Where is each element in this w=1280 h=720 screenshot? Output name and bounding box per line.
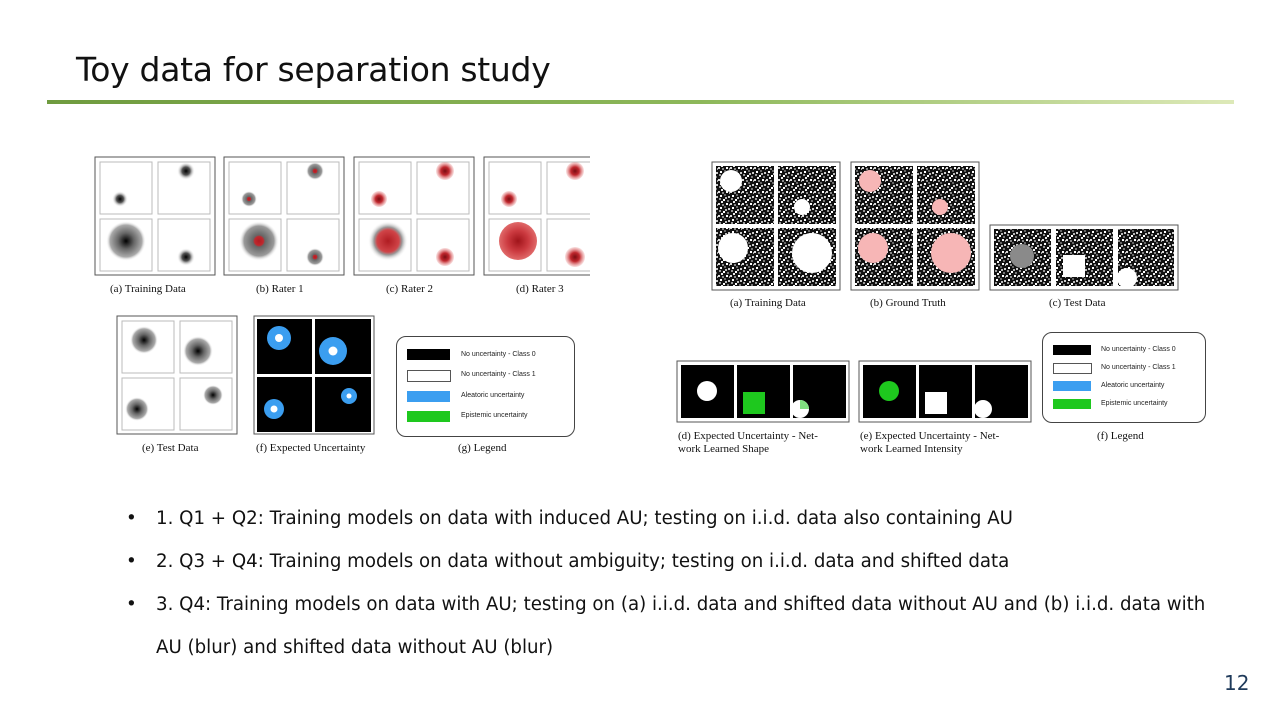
panel-rc-test bbox=[989, 224, 1179, 291]
bullet-list: • 1. Q1 + Q2: Training models on data wit… bbox=[126, 497, 1226, 669]
left-legend-class1: No uncertainty - Class 1 bbox=[461, 371, 536, 378]
caption-left-e: (e) Test Data bbox=[142, 442, 199, 454]
left-figure bbox=[94, 156, 590, 435]
caption-right-a: (a) Training Data bbox=[730, 297, 806, 309]
left-legend-epistemic: Epistemic uncertainty bbox=[461, 412, 528, 419]
right-legend: No uncertainty - Class 0 No uncertainty … bbox=[1042, 332, 1206, 423]
left-legend-aleatoric: Aleatoric uncertainty bbox=[461, 392, 525, 399]
caption-right-c: (c) Test Data bbox=[1049, 297, 1106, 309]
bullet-dot-icon: • bbox=[126, 594, 137, 615]
bullet-item: • 1. Q1 + Q2: Training models on data wit… bbox=[126, 497, 1226, 540]
caption-left-g: (g) Legend bbox=[458, 442, 507, 454]
title-divider bbox=[47, 100, 1234, 104]
panel-f-expected-uncertainty bbox=[253, 315, 375, 435]
panel-e-test bbox=[116, 315, 238, 435]
left-legend-class0: No uncertainty - Class 0 bbox=[461, 351, 536, 358]
bullet-dot-icon: • bbox=[126, 508, 137, 529]
bullet-text: 2. Q3 + Q4: Training models on data with… bbox=[156, 551, 1010, 572]
caption-left-a: (a) Training Data bbox=[110, 283, 186, 295]
bullet-dot-icon: • bbox=[126, 551, 137, 572]
bullet-item: • 2. Q3 + Q4: Training models on data wit… bbox=[126, 540, 1226, 583]
right-legend-aleatoric: Aleatoric uncertainty bbox=[1101, 382, 1165, 389]
panel-a-training bbox=[94, 156, 216, 276]
bullet-text: 1. Q1 + Q2: Training models on data with… bbox=[156, 508, 1013, 529]
caption-left-d: (d) Rater 3 bbox=[516, 283, 564, 295]
page-number: 12 bbox=[1224, 671, 1250, 695]
right-legend-class1: No uncertainty - Class 1 bbox=[1101, 364, 1176, 371]
panel-re-learned-intensity bbox=[858, 360, 1032, 423]
left-legend: No uncertainty - Class 0 No uncertainty … bbox=[396, 336, 575, 437]
caption-right-e-line1: (e) Expected Uncertainty - Net- bbox=[860, 430, 1000, 442]
panel-d-rater3 bbox=[483, 156, 590, 276]
caption-right-f: (f) Legend bbox=[1097, 430, 1144, 442]
bullet-text: 3. Q4: Training models on data with AU; … bbox=[156, 594, 1206, 658]
right-legend-class0: No uncertainty - Class 0 bbox=[1101, 346, 1176, 353]
caption-right-d-line1: (d) Expected Uncertainty - Net- bbox=[678, 430, 818, 442]
panel-b-rater1 bbox=[223, 156, 345, 276]
right-figure bbox=[676, 161, 1179, 423]
caption-right-d-line2: work Learned Shape bbox=[678, 443, 770, 455]
panel-rb-ground-truth bbox=[850, 161, 980, 291]
right-legend-epistemic: Epistemic uncertainty bbox=[1101, 400, 1168, 407]
bullet-item: • 3. Q4: Training models on data with AU;… bbox=[126, 583, 1226, 669]
caption-left-c: (c) Rater 2 bbox=[386, 283, 434, 295]
caption-left-f: (f) Expected Uncertainty bbox=[256, 442, 366, 454]
slide-title: Toy data for separation study bbox=[76, 50, 551, 89]
panel-rd-learned-shape bbox=[676, 360, 850, 423]
panel-ra-training bbox=[711, 161, 841, 291]
caption-right-b: (b) Ground Truth bbox=[870, 297, 946, 309]
caption-right-e-line2: work Learned Intensity bbox=[860, 443, 963, 455]
caption-left-b: (b) Rater 1 bbox=[256, 283, 304, 295]
panel-c-rater2 bbox=[353, 156, 475, 276]
